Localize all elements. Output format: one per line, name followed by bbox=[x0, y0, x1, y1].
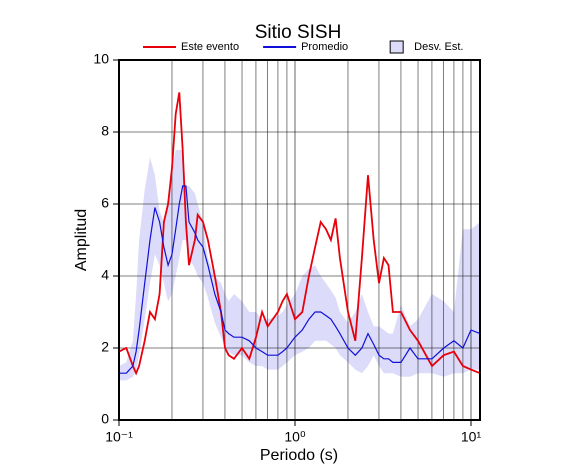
legend-swatch bbox=[389, 40, 404, 54]
plot-frame bbox=[118, 59, 481, 421]
y-axis-label: Amplitud bbox=[73, 209, 90, 271]
x-axis-label: Periodo (s) bbox=[260, 447, 338, 464]
y-tick-label: 6 bbox=[101, 195, 109, 211]
legend-label: Desv. Est. bbox=[414, 41, 463, 53]
series-line bbox=[119, 185, 481, 374]
chart-title: Sitio SISH bbox=[255, 22, 342, 43]
y-tick-label: 4 bbox=[101, 267, 109, 283]
legend-label: Promedio bbox=[301, 41, 348, 53]
x-tick-label: 10⁻¹ bbox=[105, 429, 133, 445]
y-tick-label: 2 bbox=[101, 339, 109, 355]
y-tick-label: 8 bbox=[101, 123, 109, 139]
series-line bbox=[118, 92, 481, 376]
y-tick-label: 0 bbox=[101, 411, 109, 427]
x-tick-label: 10¹ bbox=[461, 429, 482, 445]
legend-label: Este evento bbox=[181, 41, 239, 53]
y-tick-label: 10 bbox=[93, 51, 109, 67]
std-band bbox=[119, 150, 480, 381]
x-tick-label: 10⁰ bbox=[284, 429, 306, 445]
